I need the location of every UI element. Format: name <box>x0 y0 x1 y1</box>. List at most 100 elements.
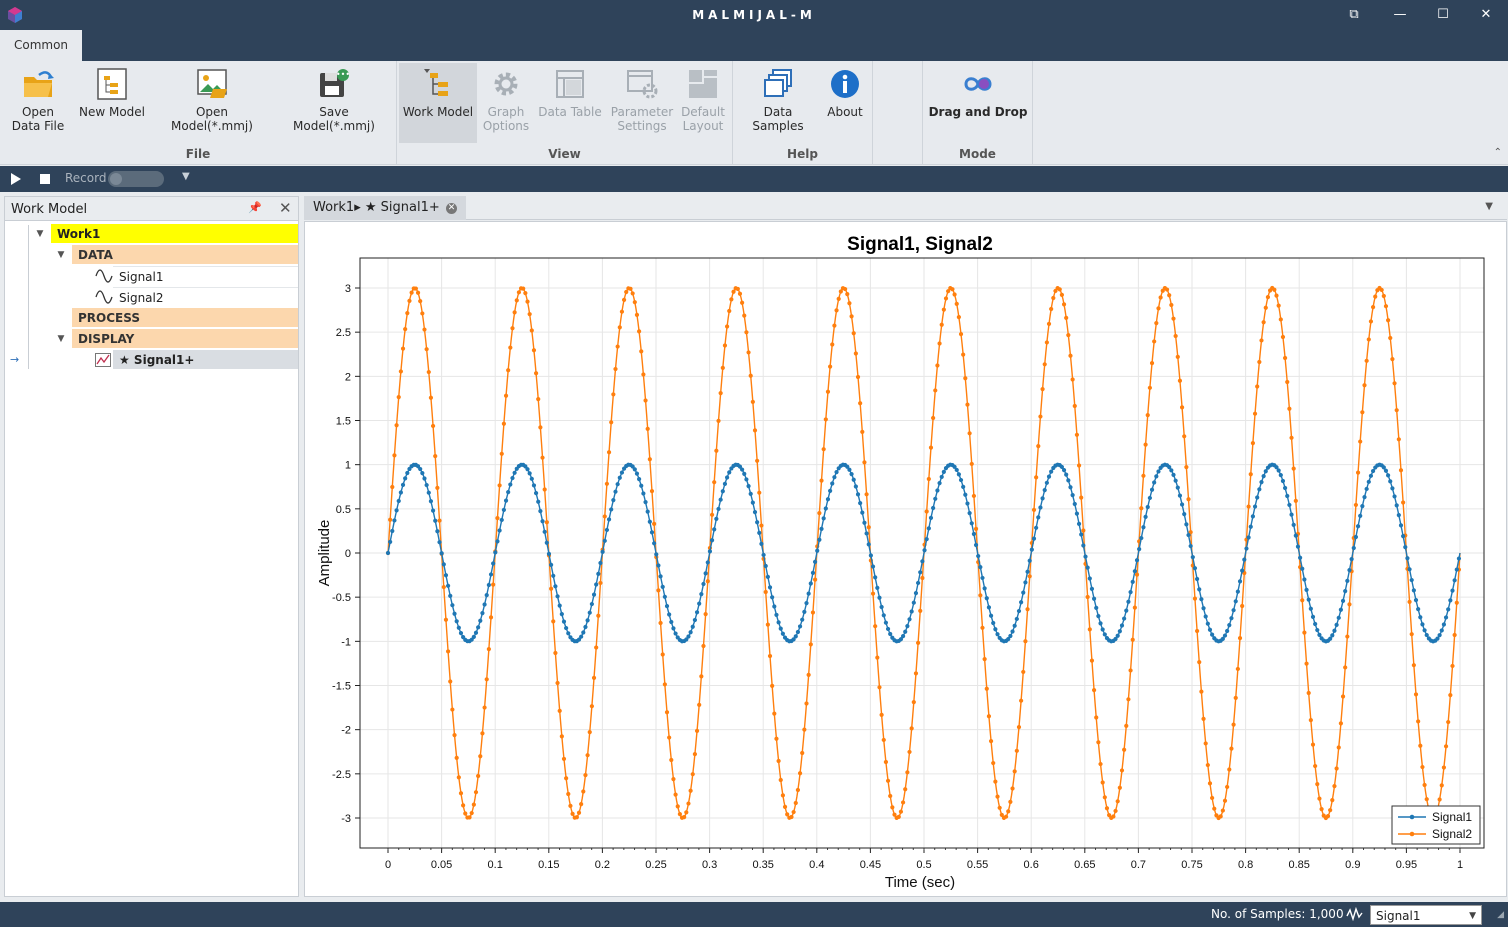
stop-icon[interactable] <box>40 174 50 184</box>
x-axis-label: Time (sec) <box>885 874 955 891</box>
save-model-button[interactable]: ••• Save Model(*.mmj) <box>278 63 390 143</box>
tree-item-work1[interactable]: ▼ Work1 <box>5 224 298 244</box>
x-tick-label: 0.6 <box>1024 859 1039 871</box>
x-tick-label: 0.05 <box>431 859 452 871</box>
y-tick-label: 0 <box>345 548 351 560</box>
tab-common[interactable]: Common <box>0 30 82 61</box>
x-tick-label: 0.45 <box>860 859 881 871</box>
title-bar: MALMIJAL-M ⧉ — ☐ ✕ <box>0 0 1508 30</box>
ribbon-group-help: Data Samples About Help <box>733 61 873 165</box>
ribbon-group-view: Work Model Graph Options Data Table Pa <box>397 61 733 165</box>
x-tick-label: 0.25 <box>645 859 666 871</box>
minimize-button[interactable]: — <box>1393 7 1407 22</box>
open-model-button[interactable]: Open Model(*.mmj) <box>154 63 270 143</box>
x-tick-label: 0.95 <box>1396 859 1417 871</box>
signal-select[interactable]: Signal1 ▼ <box>1370 905 1482 925</box>
x-tick-label: 0.9 <box>1345 859 1360 871</box>
toggle-knob <box>110 173 122 185</box>
y-tick-label: -1 <box>341 636 351 648</box>
group-label-file: File <box>185 147 211 161</box>
legend: Signal1 Signal2 <box>1391 805 1481 845</box>
data-samples-button[interactable]: Data Samples <box>739 63 817 143</box>
legend-marker-signal2 <box>1409 831 1415 837</box>
chevron-down-icon[interactable]: ▼ <box>1485 201 1493 212</box>
chevron-down-icon[interactable]: ▼ <box>182 171 190 182</box>
work-model-panel: Work Model 📌 ✕ ▼ Work1 ▼ DATA Signal1 Si… <box>4 196 299 897</box>
gear-icon <box>494 72 518 96</box>
play-icon[interactable] <box>10 172 22 186</box>
y-tick-label: -1.5 <box>332 681 351 693</box>
work-model-panel-header: Work Model 📌 ✕ <box>5 197 298 221</box>
pin-icon[interactable]: 📌 <box>248 201 262 214</box>
info-icon <box>831 70 859 98</box>
group-label-help: Help <box>787 147 818 161</box>
x-tick-label: 0.35 <box>752 859 773 871</box>
y-tick-label: -3 <box>341 813 351 825</box>
tree-item-signal1-display[interactable]: → ★ Signal1+ <box>5 350 298 370</box>
axis-ticks: 0 0.05 0.1 0.15 0.2 0.25 0.3 0.35 0.4 0.45 0.5 0.55… <box>332 283 1463 871</box>
y-tick-label: -2 <box>341 725 351 737</box>
record-toolbar: Record ▼ <box>0 166 1508 192</box>
group-label-view: View <box>548 147 581 161</box>
parameter-settings-button[interactable]: Parameter Settings <box>607 63 677 143</box>
app-title: MALMIJAL-M <box>692 8 816 22</box>
open-data-file-button[interactable]: Open Data File <box>4 63 72 143</box>
app-logo-icon <box>8 7 22 23</box>
x-tick-label: 1 <box>1457 859 1463 871</box>
series-layer <box>385 285 1462 821</box>
maximize-button[interactable]: ☐ <box>1437 7 1449 22</box>
graph-options-button[interactable]: Graph Options <box>479 63 533 143</box>
tree-item-signal1[interactable]: Signal1 <box>5 266 298 286</box>
sine-wave-icon <box>95 269 113 283</box>
work-model-icon <box>424 69 448 96</box>
collapse-ribbon-icon[interactable]: ⌃ <box>1493 147 1502 158</box>
y-tick-label: 3 <box>345 283 351 295</box>
about-button[interactable]: About <box>821 63 869 143</box>
close-panel-icon[interactable]: ✕ <box>279 199 292 217</box>
open-model-icon <box>197 69 227 98</box>
layout-icon <box>689 70 717 98</box>
tree-item-signal2[interactable]: Signal2 <box>5 287 298 307</box>
tree-item-display[interactable]: ▼ DISPLAY <box>5 329 298 349</box>
stacked-windows-icon <box>764 69 792 97</box>
x-tick-label: 0.15 <box>538 859 559 871</box>
document-tab-bar: Work1▸ ★ Signal1+ ✕ ▼ <box>304 196 1507 220</box>
tab-signal1-display[interactable]: Work1▸ ★ Signal1+ ✕ <box>304 196 466 220</box>
restore-layout-icon[interactable]: ⧉ <box>1349 7 1359 22</box>
y-tick-label: 1 <box>345 460 351 472</box>
legend-label-signal2: Signal2 <box>1432 827 1472 841</box>
tree-label-display-item: ★ Signal1+ <box>113 350 298 370</box>
chevron-down-icon[interactable]: ▼ <box>57 250 65 260</box>
work-model-button[interactable]: Work Model <box>399 63 477 143</box>
status-bar: No. of Samples: 1,000 Signal1 ▼ ◢ <box>0 902 1508 927</box>
record-toggle[interactable] <box>108 171 164 187</box>
new-model-button[interactable]: New Model <box>78 63 146 143</box>
chart-icon <box>95 353 111 367</box>
tree-label-work1: Work1 <box>51 224 298 244</box>
data-table-button[interactable]: Data Table <box>537 63 603 143</box>
tree-label-process: PROCESS <box>72 308 298 328</box>
tree-item-process[interactable]: PROCESS <box>5 308 298 328</box>
chevron-down-icon[interactable]: ▼ <box>57 334 65 344</box>
sine-wave-icon <box>95 290 113 304</box>
group-label-mode: Mode <box>959 147 996 161</box>
y-tick-label: 2 <box>345 371 351 383</box>
settings-window-icon <box>627 70 658 99</box>
record-label: Record <box>65 171 107 185</box>
y-axis-label: Amplitude <box>316 520 333 587</box>
x-tick-label: 0.2 <box>595 859 610 871</box>
x-tick-label: 0.75 <box>1181 859 1202 871</box>
y-tick-label: 2.5 <box>336 327 351 339</box>
signal-wave-icon <box>1346 907 1363 921</box>
close-window-button[interactable]: ✕ <box>1480 7 1492 22</box>
x-tick-label: 0.1 <box>488 859 503 871</box>
x-tick-label: 0.55 <box>967 859 988 871</box>
default-layout-button[interactable]: Default Layout <box>679 63 727 143</box>
tree-item-data[interactable]: ▼ DATA <box>5 245 298 265</box>
close-tab-icon[interactable]: ✕ <box>446 203 457 214</box>
drag-and-drop-button[interactable]: Drag and Drop <box>927 63 1029 143</box>
chevron-down-icon[interactable]: ▼ <box>36 229 44 239</box>
resize-grip-icon[interactable]: ◢ <box>1497 910 1504 920</box>
panel-title: Work Model <box>11 202 88 217</box>
